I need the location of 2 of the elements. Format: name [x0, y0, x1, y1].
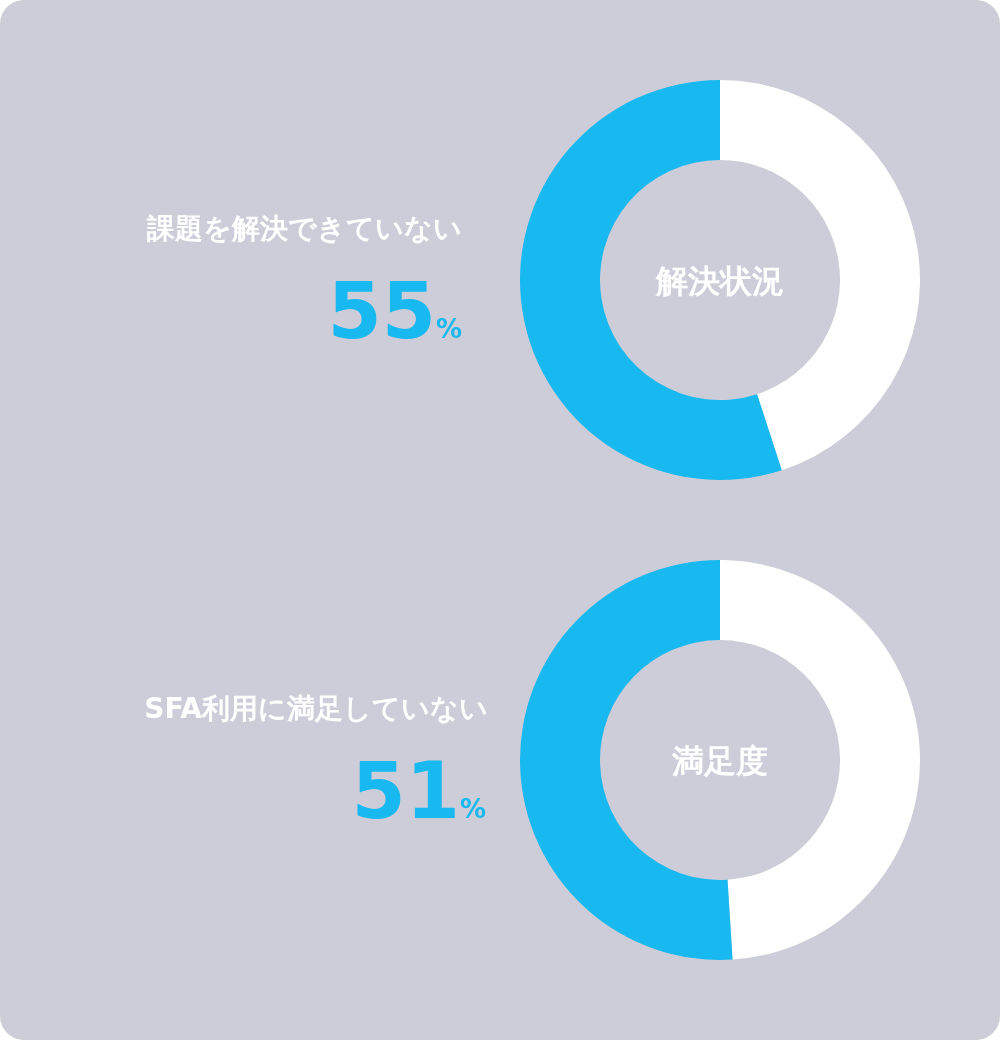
data-label: 55%	[327, 266, 462, 356]
data-label: 51%	[351, 746, 486, 836]
